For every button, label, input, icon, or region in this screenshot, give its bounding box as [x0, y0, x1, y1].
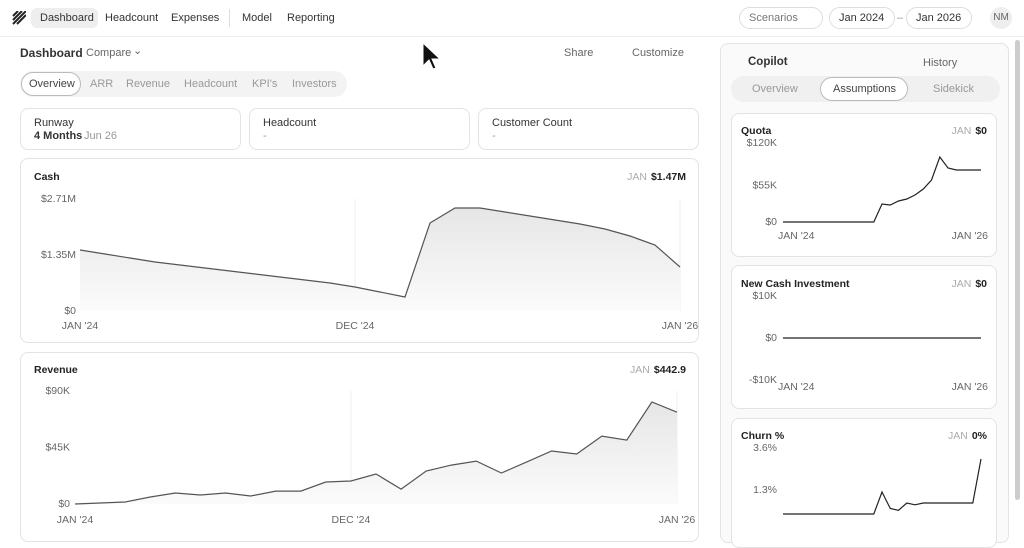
y-tick-label: $1.35M: [41, 249, 76, 261]
line: [783, 155, 981, 223]
date-from-label: Jan 2024: [839, 12, 885, 24]
stat-value: -: [263, 130, 267, 142]
y-tick-label: 1.3%: [753, 484, 777, 496]
nav-active: [31, 8, 98, 28]
nav-item[interactable]: Expenses: [171, 12, 220, 24]
tab[interactable]: Overview: [29, 78, 75, 90]
area: [75, 402, 677, 504]
chart-title: Revenue: [34, 364, 78, 376]
copilot-title: Copilot: [748, 56, 788, 68]
chevron: ⌄: [133, 45, 143, 57]
line: [79, 207, 681, 298]
tab[interactable]: Investors: [292, 78, 337, 90]
date-to-label: Jan 2026: [916, 12, 962, 24]
nav-item[interactable]: Headcount: [105, 12, 159, 24]
scenarios-label: Scenarios: [749, 12, 798, 24]
stat-sub: Jun 26: [84, 130, 118, 142]
stat-label: Customer Count: [492, 117, 573, 129]
x-tick-label: JAN '24: [57, 514, 94, 526]
tab[interactable]: Headcount: [184, 78, 238, 90]
tab[interactable]: Revenue: [126, 78, 171, 90]
avatar[interactable]: NM: [990, 7, 1012, 29]
app: Dashboard Headcount Expenses Model Repor…: [0, 7, 1024, 548]
y-tick-label: -$10K: [749, 374, 777, 386]
divider: [0, 36, 1024, 37]
stat-card: [478, 108, 699, 150]
line: [783, 458, 982, 515]
separator: [229, 9, 230, 27]
compare[interactable]: Compare: [86, 47, 132, 59]
y-tick-label: 3.6%: [753, 442, 777, 454]
x-tick-label: JAN '24: [62, 320, 99, 332]
header-value: $442.9: [654, 364, 686, 376]
stat-value: -: [492, 130, 496, 142]
chart-title: Churn %: [741, 430, 785, 442]
nav-item[interactable]: Dashboard: [40, 12, 94, 24]
header-value: 0%: [972, 430, 988, 442]
x-tick-label: JAN '26: [659, 514, 696, 526]
x-tick-label: JAN '26: [662, 320, 699, 332]
chart-title: New Cash Investment: [741, 278, 850, 290]
tab-active: [820, 77, 908, 101]
line: [74, 401, 678, 505]
period: JAN: [630, 364, 650, 376]
cursor: [422, 41, 442, 70]
period: JAN: [951, 278, 971, 290]
x-tick-label: DEC '24: [332, 514, 371, 526]
y-tick-label: $0: [765, 216, 777, 228]
stat-value: 4 Months: [34, 130, 83, 142]
tab[interactable]: ARR: [90, 78, 114, 90]
y-tick-label: $0: [64, 305, 76, 317]
period: JAN: [948, 430, 968, 442]
y-tick-label: $10K: [752, 290, 777, 302]
period: JAN: [951, 125, 971, 137]
scenarios-button[interactable]: [739, 7, 823, 29]
nav-item[interactable]: Reporting: [287, 12, 335, 24]
tab[interactable]: KPI's: [252, 78, 278, 90]
x-tick-label: DEC '24: [336, 320, 375, 332]
chart-card: [731, 418, 997, 548]
header-value: $0: [975, 278, 987, 290]
x-tick-label: JAN '26: [952, 230, 989, 242]
history[interactable]: History: [923, 57, 958, 69]
copilot-tab[interactable]: Overview: [752, 83, 798, 95]
page-title: Dashboard: [20, 46, 83, 60]
y-tick-label: $0: [58, 498, 70, 510]
share[interactable]: Share: [564, 47, 594, 59]
copilot-tab[interactable]: Assumptions: [833, 83, 896, 95]
x-tick-label: JAN '24: [778, 381, 815, 393]
nav-item[interactable]: Model: [242, 12, 272, 24]
charts-layer: Cash $1.47M JAN $0 $1.35M $2.71M JAN '24 DEC '2…: [34, 41, 989, 526]
chart-card: [731, 113, 997, 257]
date-to[interactable]: [906, 7, 972, 29]
copilot-tab[interactable]: Sidekick: [933, 83, 974, 95]
chart-title: Quota: [741, 125, 771, 137]
stat-card: [249, 108, 470, 150]
stat-label: Headcount: [263, 117, 317, 129]
y-tick-label: $120K: [747, 137, 777, 149]
scrollbar: [1015, 40, 1020, 500]
customize[interactable]: Customize: [632, 47, 684, 59]
date-sep: –: [897, 12, 904, 24]
header-value: $1.47M: [651, 171, 686, 183]
y-tick-label: $55K: [752, 180, 777, 192]
chart-card: [731, 265, 997, 409]
y-tick-label: $0: [765, 332, 777, 344]
y-tick-label: $45K: [45, 441, 70, 453]
area: [80, 208, 680, 311]
date-from[interactable]: [829, 7, 895, 29]
y-tick-label: $90K: [45, 385, 70, 397]
x-tick-label: JAN '26: [952, 381, 989, 393]
x-tick-label: JAN '24: [778, 230, 815, 242]
period: JAN: [627, 171, 647, 183]
tab-active: [21, 72, 81, 96]
stat-card: [20, 108, 241, 150]
logo: [12, 11, 26, 25]
y-tick-label: $2.71M: [41, 193, 76, 205]
header-value: $0: [975, 125, 987, 137]
stat-label: Runway: [34, 117, 74, 129]
chart-title: Cash: [34, 171, 60, 183]
